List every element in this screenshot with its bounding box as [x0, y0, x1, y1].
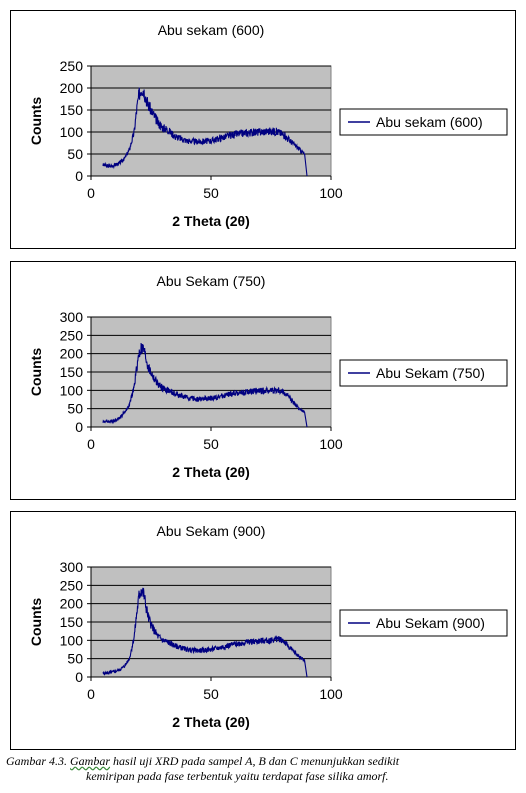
- plot-area: [90, 65, 332, 177]
- y-tick-label: 0: [75, 669, 83, 685]
- y-tick-label: 100: [60, 382, 84, 398]
- x-tick-label: 100: [319, 185, 343, 201]
- series-line-600: [102, 87, 308, 177]
- y-tick-label: 150: [60, 614, 84, 630]
- y-axis-title: Counts: [28, 97, 44, 145]
- chart-svg-900: Abu Sekam (900) 0 50 100 150 200 250 300 0 50 100 2…: [28, 523, 508, 730]
- x-tick-label: 50: [203, 686, 219, 702]
- y-tick-label: 100: [60, 124, 84, 140]
- y-tick-label: 200: [60, 80, 84, 96]
- chart-panel-750: Abu Sekam (750) 0 50 100 150 200 250 300 0 50 100 2…: [10, 261, 516, 500]
- chart-title: Abu Sekam (750): [157, 273, 266, 289]
- caption-line1: hasil uji XRD pada sampel A, B dan C men…: [110, 754, 400, 768]
- x-axis-title: 2 Theta (2θ): [172, 213, 250, 229]
- caption-prefix: Gambar 4.3.: [6, 754, 71, 768]
- chart-panel-600: Abu sekam (600) 0 50 100 150 200 250 0 50 100 2 Th…: [10, 10, 516, 249]
- legend-label: Abu sekam (600): [376, 114, 483, 130]
- chart-title: Abu Sekam (900): [157, 523, 266, 539]
- legend-label: Abu Sekam (750): [376, 365, 485, 381]
- y-tick-label: 50: [67, 146, 83, 162]
- x-tick-label: 0: [87, 185, 95, 201]
- y-tick-label: 50: [67, 401, 83, 417]
- y-tick-label: 300: [60, 309, 84, 325]
- caption-line2: kemiripan pada fase terbentuk yaitu terd…: [86, 769, 389, 783]
- x-axis-title: 2 Theta (2θ): [172, 464, 250, 480]
- y-tick-label: 150: [60, 102, 84, 118]
- chart-svg-600: Abu sekam (600) 0 50 100 150 200 250 0 50 100 2 Th…: [28, 22, 508, 229]
- series-line-750: [102, 342, 308, 428]
- y-tick-label: 100: [60, 632, 84, 648]
- chart-panel-900: Abu Sekam (900) 0 50 100 150 200 250 300 0 50 100 2…: [10, 511, 516, 750]
- x-tick-label: 100: [319, 686, 343, 702]
- y-tick-label: 250: [60, 577, 84, 593]
- y-tick-label: 50: [67, 651, 83, 667]
- x-tick-label: 0: [87, 436, 95, 452]
- y-tick-label: 200: [60, 346, 84, 362]
- y-tick-label: 250: [60, 58, 84, 74]
- figure-caption: Gambar 4.3. Gambar hasil uji XRD pada sa…: [6, 754, 518, 784]
- chart-svg-750: Abu Sekam (750) 0 50 100 150 200 250 300 0 50 100 2…: [28, 273, 508, 480]
- chart-title: Abu sekam (600): [158, 22, 265, 38]
- y-axis-title: Counts: [28, 598, 44, 646]
- y-tick-label: 0: [75, 168, 83, 184]
- caption-underlined-word: Gambar: [70, 754, 111, 768]
- y-tick-label: 200: [60, 596, 84, 612]
- y-tick-label: 0: [75, 419, 83, 435]
- legend-label: Abu Sekam (900): [376, 615, 485, 631]
- y-tick-label: 300: [60, 559, 84, 575]
- x-tick-label: 50: [203, 185, 219, 201]
- series-line-900: [102, 587, 308, 678]
- y-axis-title: Counts: [28, 348, 44, 396]
- x-axis-title: 2 Theta (2θ): [172, 714, 250, 730]
- y-tick-label: 250: [60, 327, 84, 343]
- x-tick-label: 50: [203, 436, 219, 452]
- y-tick-label: 150: [60, 364, 84, 380]
- x-tick-label: 100: [319, 436, 343, 452]
- x-tick-label: 0: [87, 686, 95, 702]
